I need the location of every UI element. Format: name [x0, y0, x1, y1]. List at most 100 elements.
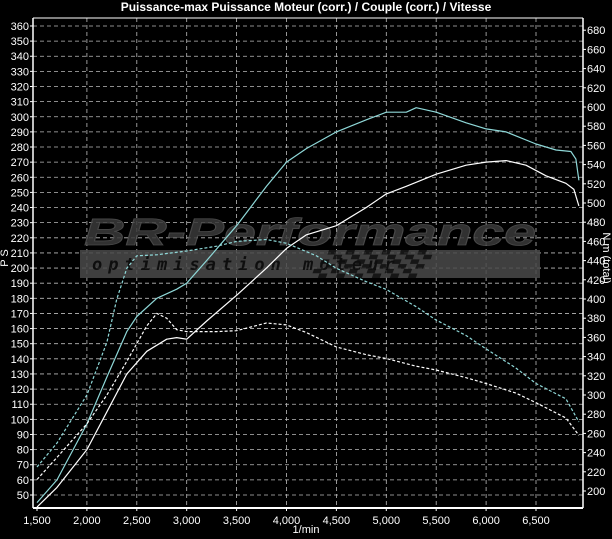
y-left-tick-label: 310: [11, 97, 29, 109]
power-curve-white: [36, 160, 580, 508]
checker-square: [409, 259, 420, 264]
y-left-tick-label: 350: [11, 36, 29, 48]
y-left-tick-label: 140: [11, 354, 29, 366]
checker-square: [381, 250, 392, 255]
checker-square: [391, 259, 402, 264]
y-left-tick-label: 330: [11, 66, 29, 78]
y-left-tick-label: 260: [11, 172, 29, 184]
y-right-tick-label: 300: [587, 390, 605, 402]
y-left-tick-label: 340: [11, 51, 29, 63]
checker-square: [404, 254, 415, 260]
checker-square: [402, 268, 413, 274]
checker-square: [355, 259, 366, 264]
checker-square: [343, 264, 353, 269]
checker-square: [399, 250, 410, 255]
y-right-tick-label: 340: [587, 352, 605, 364]
x-tick-label: 4,500: [323, 515, 351, 527]
y-right-tick-label: 540: [587, 160, 605, 172]
x-tick-label: 5,500: [422, 515, 450, 527]
checker-square: [337, 259, 348, 264]
y-left-tick-label: 110: [11, 399, 29, 411]
checker-square: [397, 264, 407, 269]
y-right-tick-label: 680: [587, 25, 605, 37]
y-left-tick-label: 290: [11, 127, 29, 139]
chart-title: Puissance-max Puissance Moteur (corr.) /…: [121, 0, 492, 14]
y-right-tick-label: 320: [587, 371, 605, 383]
x-tick-label: 3,500: [223, 515, 251, 527]
y-left-tick-label: 80: [17, 445, 29, 457]
x-axis-label: 1/min: [293, 524, 320, 536]
watermark-tagline: optimisation moteur: [92, 255, 400, 275]
power-curve-cyan: [36, 107, 580, 503]
y-left-tick-label: 60: [17, 475, 29, 487]
y-left-tick-label: 200: [11, 263, 29, 275]
y-left-tick-label: 230: [11, 218, 29, 230]
y-right-tick-label: 240: [587, 448, 605, 460]
y-right-tick-label: 420: [587, 275, 605, 287]
checker-square: [373, 259, 384, 264]
checker-square: [379, 264, 389, 269]
y-left-tick-label: 170: [11, 308, 29, 320]
y-left-tick-label: 90: [17, 429, 29, 441]
x-tick-label: 4,000: [273, 515, 301, 527]
y-right-tick-label: 640: [587, 64, 605, 76]
y-right-tick-label: 360: [587, 332, 605, 344]
y-right-tick-label: 660: [587, 44, 605, 56]
x-tick-label: 3,000: [173, 515, 201, 527]
checker-square: [422, 254, 433, 260]
y-left-tick-label: 180: [11, 293, 29, 305]
checker-square: [327, 250, 338, 255]
checker-square: [417, 250, 428, 255]
y-right-tick-label: 220: [587, 467, 605, 479]
y-right-tick-label: 620: [587, 83, 605, 95]
x-tick-label: 5,000: [373, 515, 401, 527]
checker-square: [368, 254, 379, 260]
y-left-tick-label: 220: [11, 233, 29, 245]
y-right-tick-label: 460: [587, 236, 605, 248]
checker-square: [384, 268, 395, 274]
checker-square: [348, 268, 359, 274]
checker-square: [415, 264, 425, 269]
y-left-tick-label: 130: [11, 369, 29, 381]
y-axis-right-label: N m (total): [600, 232, 612, 283]
checker-square: [332, 254, 343, 260]
checker-square: [366, 268, 377, 274]
y-right-tick-label: 200: [587, 486, 605, 498]
y-left-tick-label: 210: [11, 248, 29, 260]
y-right-tick-label: 580: [587, 121, 605, 133]
y-left-tick-label: 150: [11, 339, 29, 351]
y-left-tick-label: 120: [11, 384, 29, 396]
y-right-tick-label: 520: [587, 179, 605, 191]
y-left-tick-label: 240: [11, 203, 29, 215]
y-right-tick-label: 260: [587, 428, 605, 440]
y-right-tick-label: 560: [587, 140, 605, 152]
y-right-tick-label: 440: [587, 256, 605, 268]
checker-square: [325, 264, 335, 269]
checkered-flag-icon: [312, 250, 433, 278]
checker-square: [361, 264, 371, 269]
y-axis-left-label: P S: [0, 249, 11, 267]
checker-square: [386, 254, 397, 260]
y-right-tick-label: 500: [587, 198, 605, 210]
watermark-logo: BR-Performance optimisation moteur: [80, 212, 540, 278]
checker-square: [330, 268, 341, 274]
x-tick-label: 1,500: [23, 515, 51, 527]
checker-square: [363, 250, 374, 255]
x-tick-label: 2,000: [73, 515, 101, 527]
x-tick-label: 2,500: [123, 515, 151, 527]
checker-square: [407, 273, 418, 278]
y-left-tick-label: 70: [17, 460, 29, 472]
checker-square: [312, 268, 323, 274]
y-left-tick-label: 50: [17, 490, 29, 502]
y-left-tick-label: 250: [11, 187, 29, 199]
series-group: [36, 107, 580, 508]
x-tick-label: 6,000: [472, 515, 500, 527]
torque-curve-white: [36, 312, 580, 480]
checker-square: [345, 250, 356, 255]
checker-square: [335, 273, 346, 278]
y-left-tick-label: 360: [11, 21, 29, 33]
y-right-tick-label: 600: [587, 102, 605, 114]
y-left-tick-label: 300: [11, 112, 29, 124]
y-right-tick-label: 280: [587, 409, 605, 421]
